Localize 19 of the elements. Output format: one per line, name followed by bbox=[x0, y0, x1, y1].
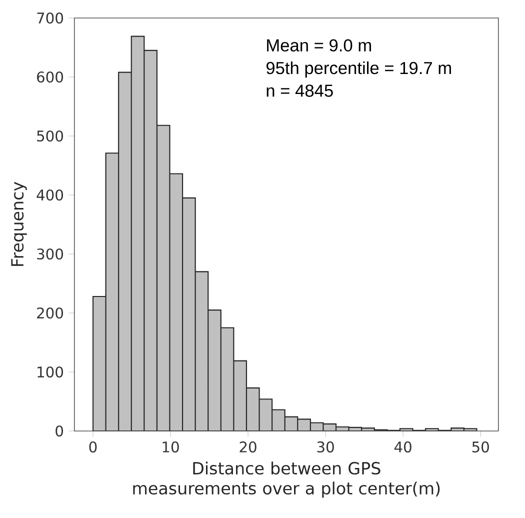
y-tick-label: 500 bbox=[37, 130, 63, 142]
annotation: 95th percentile = 19.7 m bbox=[266, 61, 451, 78]
x-axis-title: Distance between GPS measurements over a plot center(m) bbox=[133, 462, 440, 498]
y-tick-label: 0 bbox=[56, 425, 64, 437]
x-tick-label: 40 bbox=[394, 441, 412, 452]
y-tick-label: 700 bbox=[37, 12, 63, 24]
x-tick-label: 0 bbox=[89, 441, 97, 452]
x-tick-label: 50 bbox=[472, 441, 489, 452]
y-axis-title: Frequency bbox=[11, 182, 27, 266]
x-tick-label: 10 bbox=[162, 441, 179, 452]
y-tick-label: 400 bbox=[36, 189, 63, 201]
x-tick-label: 20 bbox=[240, 441, 256, 452]
y-tick-label: 100 bbox=[38, 366, 63, 378]
x-tick-label: 30 bbox=[317, 441, 334, 452]
y-tick-label: 600 bbox=[37, 71, 63, 83]
y-tick-label: 300 bbox=[37, 248, 63, 260]
annotation: n = 4845 bbox=[266, 84, 333, 97]
annotation: Mean = 9.0 m bbox=[267, 39, 371, 52]
y-tick-label: 200 bbox=[37, 307, 63, 319]
